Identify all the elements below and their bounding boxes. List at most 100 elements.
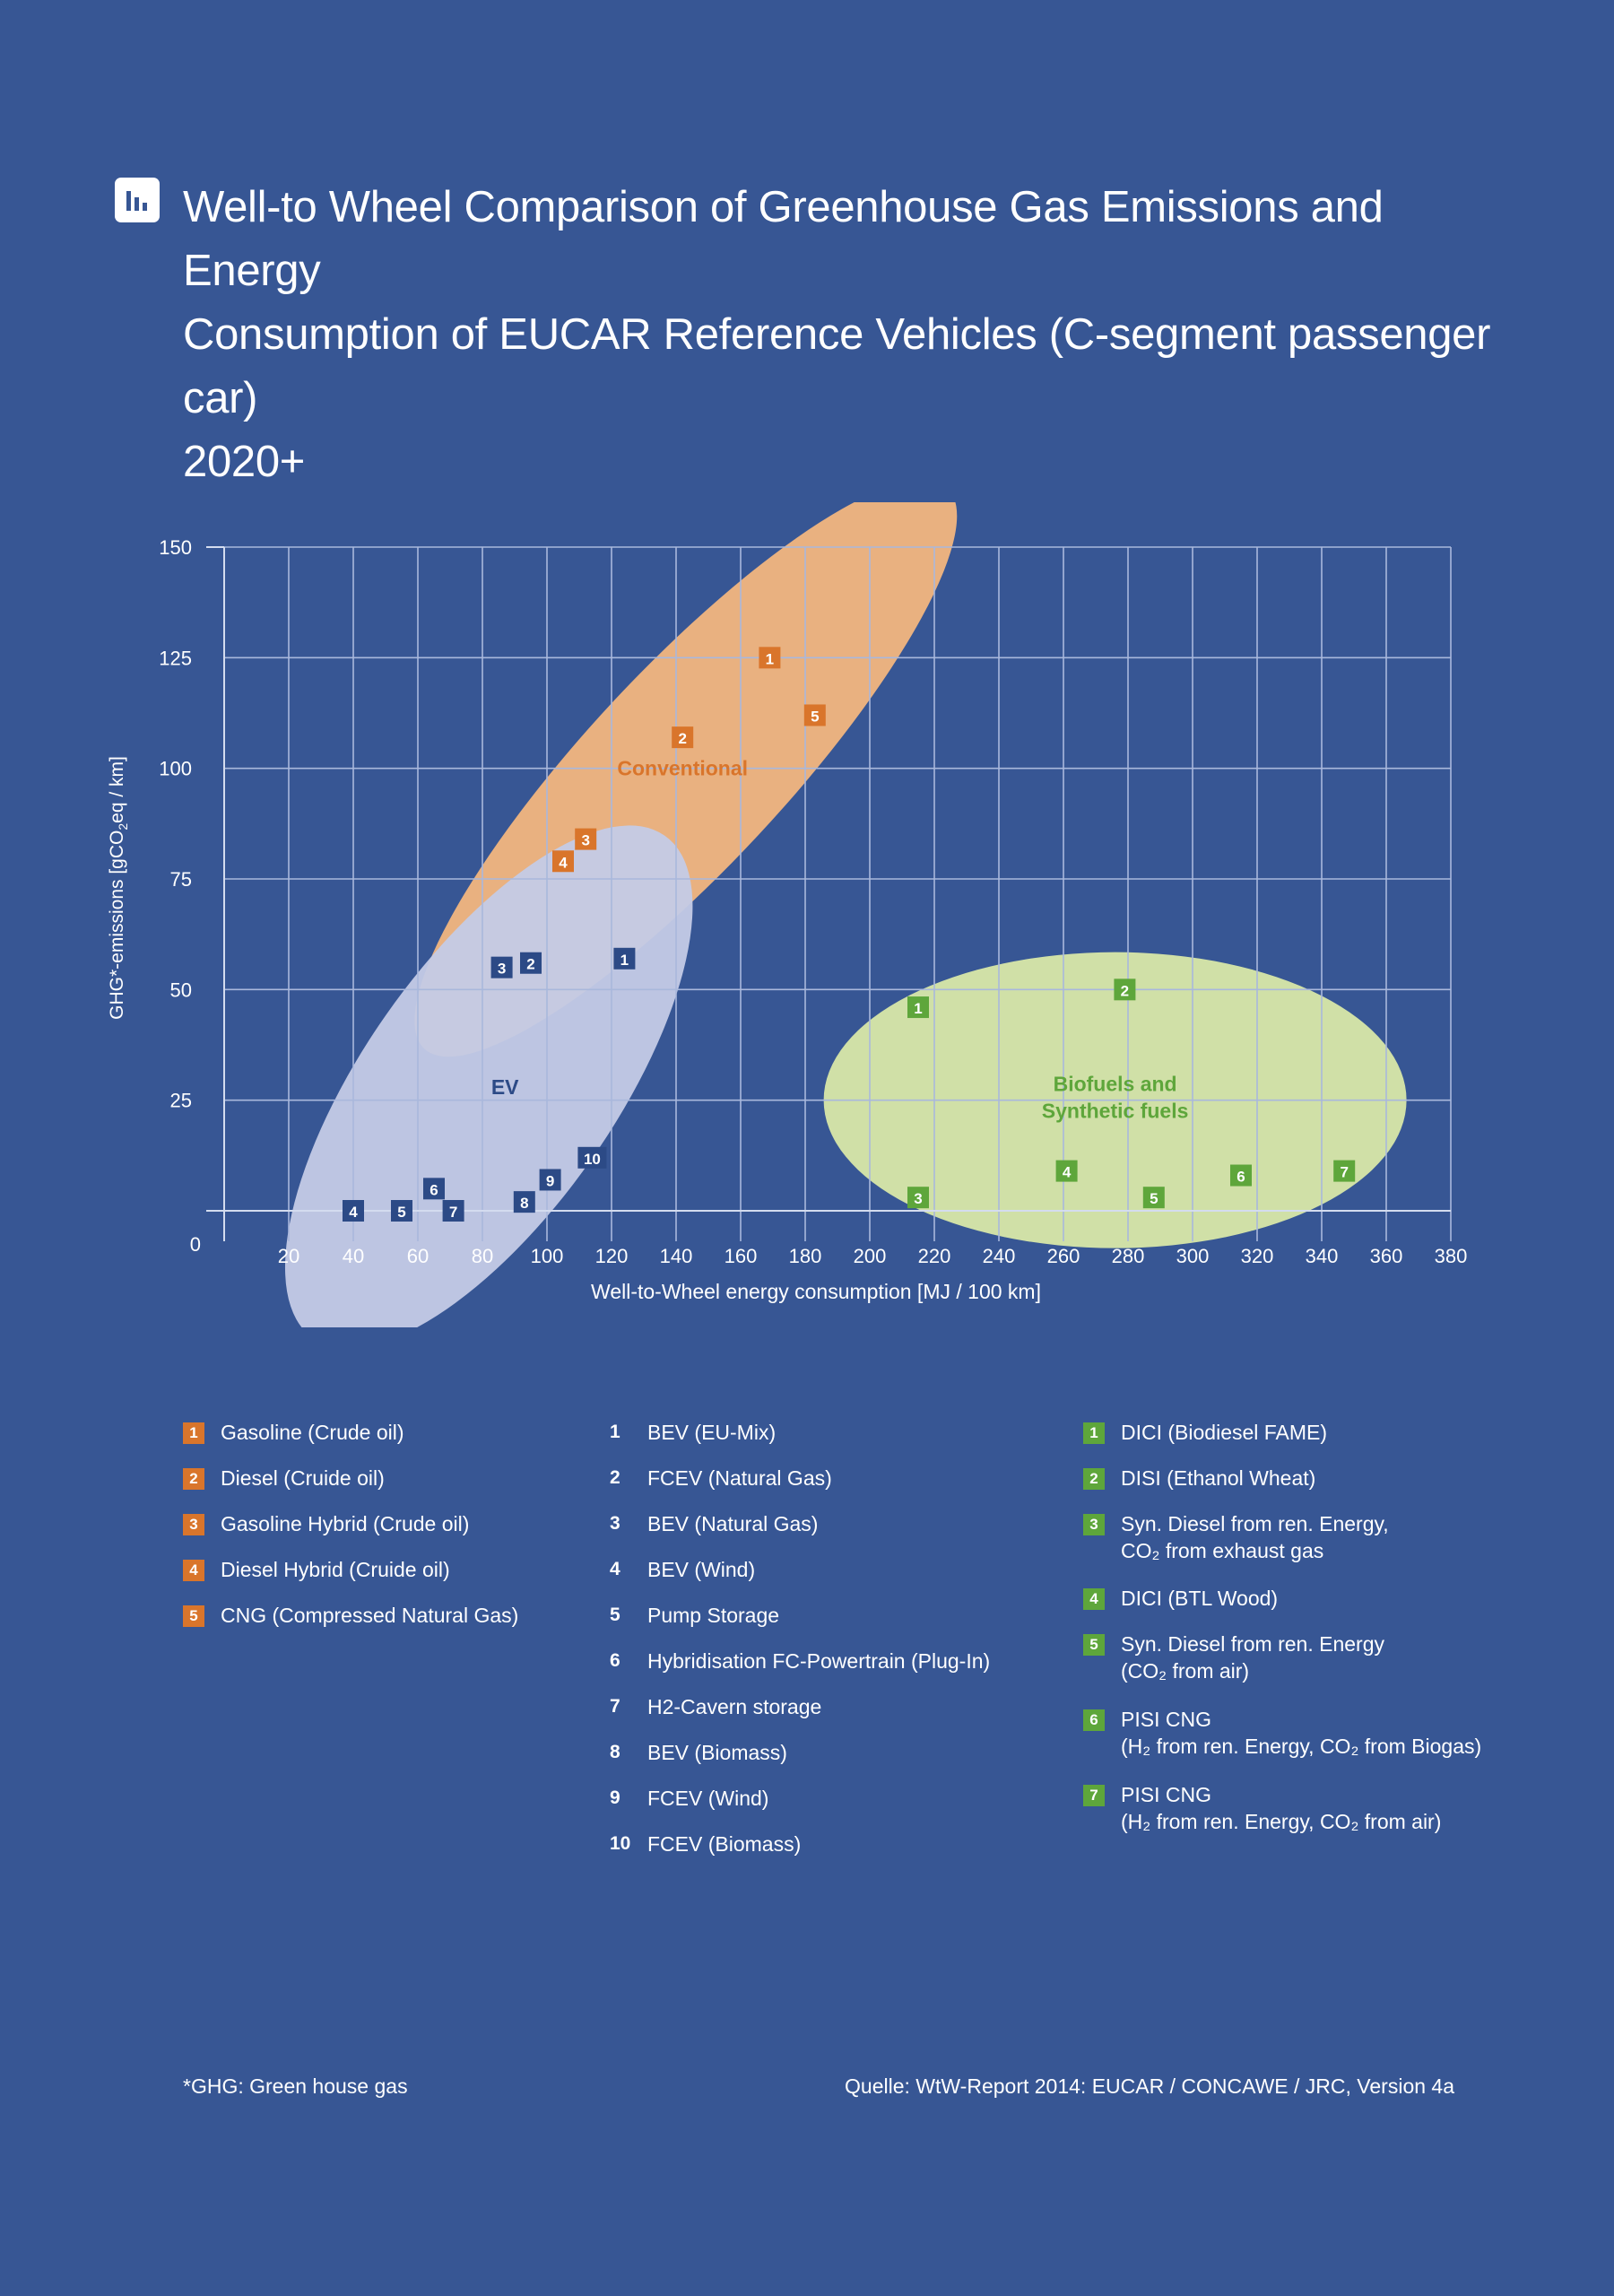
data-point-label: 5 [1150,1190,1158,1207]
x-tick-label: 60 [407,1245,429,1267]
data-point-label: 2 [678,730,686,747]
legend-item-text: DISI (Ethanol Wheat) [1121,1465,1315,1492]
data-point-marker [575,828,597,850]
data-point-marker [1055,1160,1078,1182]
data-point-label: 2 [1121,982,1129,999]
scatter-chart: 20 40 60 80 100 120 140 160 180 200 220 240 260 280 30… [107,502,1467,1327]
y-tick-label: 125 [159,647,192,669]
title-line-1: Well-to Wheel Comparison of Greenhouse G… [183,183,1384,295]
legend-number-badge: 4 [183,1560,204,1581]
y-axis-label-part-1: GHG*-emissions [gCO [107,831,127,1020]
data-point-marker [1333,1160,1356,1182]
data-point-marker [803,704,826,726]
x-tick-label: 180 [789,1245,822,1267]
cluster-label-layer: Conventional EV Biofuels and Synthetic fuel… [491,757,1189,1123]
legend-item-text: Gasoline (Crude oil) [221,1419,404,1446]
data-point-marker [539,1169,561,1191]
x-tick-label: 260 [1047,1245,1080,1267]
legend-item-line: Syn. Diesel from ren. Energy [1121,1632,1385,1656]
data-point-label: 6 [430,1181,438,1198]
chart-axes: 20 40 60 80 100 120 140 160 180 200 220 240 260 280 30… [159,536,1467,1267]
data-point-label: 5 [397,1204,405,1221]
data-point-marker [490,956,513,978]
legend-item-text: BEV (EU-Mix) [647,1419,776,1446]
legend-item-text: Syn. Diesel from ren. Energy, CO₂ from ex… [1121,1510,1389,1564]
y-tick-label: 50 [170,978,192,1001]
data-point-marker [1230,1164,1252,1187]
data-point-marker [423,1178,445,1200]
legend-item-line: Diesel (Cruide oil) [221,1466,385,1490]
legend-number-badge: 4 [1083,1588,1105,1610]
data-point-marker [759,647,781,669]
x-tick-label: 240 [983,1245,1016,1267]
legend-number-badge: 5 [183,1605,204,1627]
legend-item-text: Diesel Hybrid (Cruide oil) [221,1556,450,1583]
legend-number-badge: 7 [610,1696,620,1717]
legend-number-badge: 2 [183,1468,204,1490]
legend-item-line: FCEV (Natural Gas) [647,1466,832,1490]
y-tick-label: 100 [159,758,192,780]
legend-number-badge: 7 [1083,1785,1105,1806]
legend-number-badge: 6 [610,1650,620,1671]
legend-item-text: CNG (Compressed Natural Gas) [221,1602,518,1629]
legend-item-text: FCEV (Biomass) [647,1831,801,1857]
data-point-marker [520,952,542,974]
legend-item-line: BEV (Biomass) [647,1741,787,1764]
legend-number-badge: 8 [610,1742,620,1762]
cluster-layer [284,502,1407,1327]
data-point-marker [907,1187,929,1209]
legend-item-text: Syn. Diesel from ren. Energy (CO₂ from ai… [1121,1631,1384,1684]
title-line-2: Consumption of EUCAR Reference Vehicles … [183,310,1491,422]
data-point-marker [343,1200,364,1222]
legend-number-badge: 5 [1083,1634,1105,1656]
cluster-label-line: Synthetic fuels [1042,1100,1189,1123]
data-point-marker [613,947,636,970]
data-point-marker [513,1191,535,1213]
x-tick-label: 360 [1370,1245,1403,1267]
legend-number-badge: 5 [610,1605,620,1625]
x-axis-label: Well-to-Wheel energy consumption [MJ / 1… [591,1280,1041,1303]
x-tick-label: 160 [725,1245,758,1267]
legend-number-badge: 2 [610,1467,620,1488]
legend-item-text: H2-Cavern storage [647,1693,821,1720]
legend-item-line: FCEV (Biomass) [647,1832,802,1856]
legend-item-line: PISI CNG [1121,1708,1211,1731]
legend-number-badge: 2 [1083,1468,1105,1490]
data-point-label: 7 [1340,1164,1348,1181]
legend-item-text: DICI (Biodiesel FAME) [1121,1419,1327,1446]
legend-item-text: DICI (BTL Wood) [1121,1585,1278,1612]
data-point-label: 10 [584,1151,601,1168]
legend-item-text: FCEV (Wind) [647,1785,768,1812]
legend-item-text: BEV (Wind) [647,1556,755,1583]
x-tick-label: 120 [595,1245,629,1267]
cluster-label-1: EV [491,1075,519,1099]
legend-item-line: CNG (Compressed Natural Gas) [221,1604,519,1627]
y-tick-label: 25 [170,1090,192,1112]
data-point-label: 3 [914,1190,922,1207]
y-tick-label: 150 [159,536,192,559]
x-tick-label: 280 [1112,1245,1145,1267]
x-tick-label: 320 [1241,1245,1274,1267]
legend-number-badge: 1 [610,1422,620,1442]
data-point-label: 3 [498,961,506,978]
legend-item-line: Diesel Hybrid (Cruide oil) [221,1558,450,1581]
cluster-label-line: Biofuels and [1054,1073,1177,1096]
legend-item-text: Diesel (Cruide oil) [221,1465,385,1492]
legend-item-line: CO₂ from exhaust gas [1121,1539,1324,1562]
legend-item-line: BEV (Wind) [647,1558,756,1581]
legend-item-line: PISI CNG [1121,1783,1211,1806]
legend-item-line: (CO₂ from air) [1121,1659,1250,1683]
legend-number-badge: 4 [610,1559,620,1579]
data-point-label: 1 [766,650,774,667]
data-point-label: 9 [546,1172,554,1189]
legend-item-text: Pump Storage [647,1602,779,1629]
data-point-label: 4 [559,854,568,871]
title-line-3: 2020+ [183,438,306,486]
legend-number-badge: 9 [610,1787,620,1808]
legend-item-line: DISI (Ethanol Wheat) [1121,1466,1316,1490]
y-tick-label: 0 [190,1233,201,1256]
cluster-label-2: Biofuels and Synthetic fuels [1042,1073,1189,1123]
data-point-label: 4 [1063,1164,1072,1181]
y-tick-label: 75 [170,868,192,891]
